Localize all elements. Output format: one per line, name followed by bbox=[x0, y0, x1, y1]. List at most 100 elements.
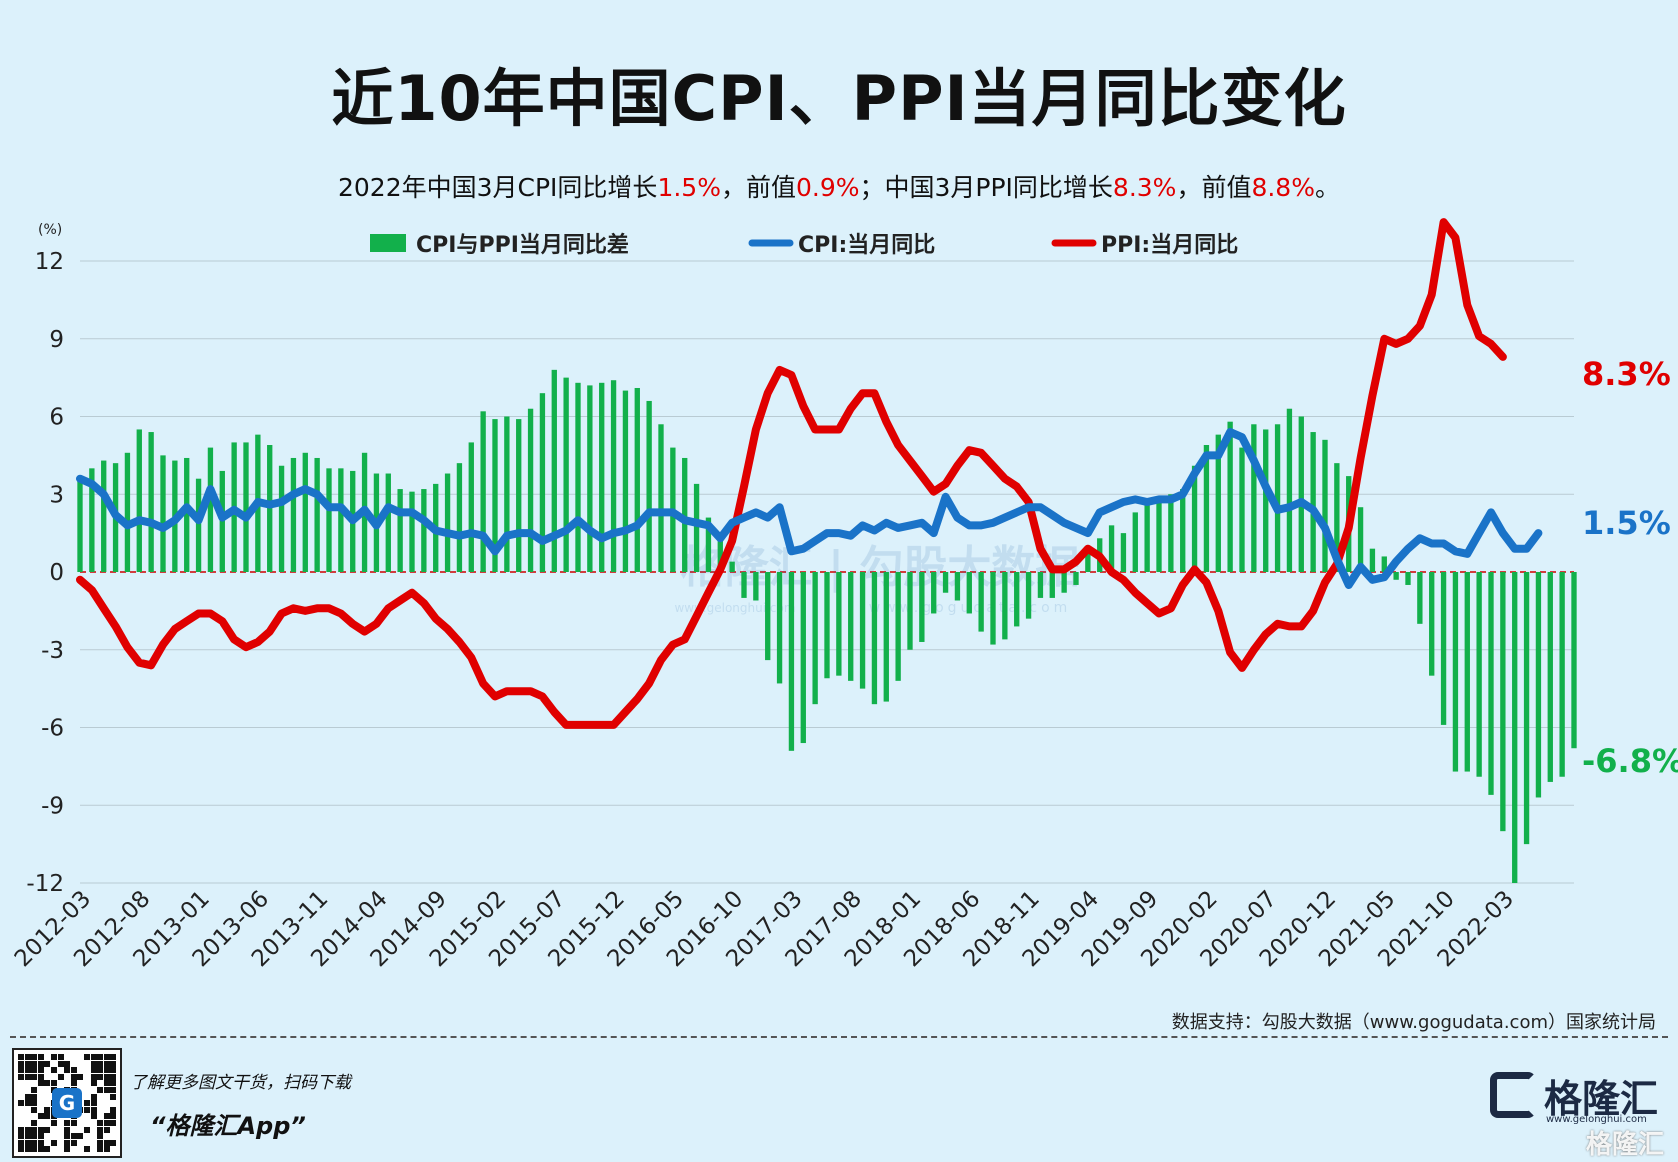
qr-module bbox=[90, 1113, 97, 1120]
bar-diff bbox=[1488, 572, 1494, 795]
bar-diff bbox=[1180, 489, 1186, 572]
qr-module bbox=[97, 1120, 104, 1126]
qr-module bbox=[18, 1146, 24, 1153]
bar-diff bbox=[195, 478, 202, 572]
qr-module bbox=[57, 1073, 64, 1080]
qr-module bbox=[31, 1126, 38, 1133]
qr-code: G bbox=[12, 1048, 122, 1158]
qr-module bbox=[31, 1054, 38, 1060]
bar-diff bbox=[1191, 465, 1198, 572]
qr-module bbox=[24, 1100, 31, 1107]
corner-watermark: 格隆汇 bbox=[1585, 1130, 1664, 1160]
bar-diff bbox=[824, 572, 830, 679]
qr-module bbox=[64, 1133, 71, 1140]
brand-g-icon bbox=[1490, 1072, 1536, 1118]
bar-diff bbox=[1381, 556, 1387, 572]
qr-module bbox=[31, 1133, 38, 1140]
bar-diff bbox=[1215, 434, 1221, 572]
bar-diff bbox=[978, 572, 984, 632]
qr-module bbox=[103, 1060, 110, 1067]
bar-layer bbox=[77, 369, 1577, 883]
legend-layer: CPI与PPI当月同比差 CPI:当月同比 PPI:当月同比 bbox=[370, 232, 1238, 258]
bar-diff bbox=[836, 572, 842, 676]
bar-diff bbox=[907, 572, 913, 650]
qr-module bbox=[97, 1067, 104, 1074]
bar-diff bbox=[290, 457, 297, 572]
qr-module bbox=[97, 1126, 104, 1133]
qr-module bbox=[84, 1106, 90, 1113]
qr-module bbox=[31, 1073, 38, 1080]
bar-diff bbox=[634, 387, 640, 572]
qr-module bbox=[110, 1060, 117, 1067]
qr-module bbox=[70, 1067, 77, 1074]
bar-diff bbox=[397, 489, 403, 572]
bar-diff bbox=[954, 572, 961, 601]
qr-module bbox=[24, 1139, 31, 1146]
qr-module bbox=[31, 1100, 38, 1107]
bar-diff bbox=[338, 468, 344, 572]
bar-diff bbox=[705, 517, 712, 572]
qr-module bbox=[110, 1067, 117, 1074]
bar-diff bbox=[859, 572, 866, 689]
qr-module bbox=[44, 1060, 51, 1067]
bar-diff bbox=[1239, 447, 1245, 572]
qr-module bbox=[18, 1073, 24, 1080]
axis-layer: 129630-3-6-9-12(%)2012-032012-082013-012… bbox=[10, 222, 1519, 972]
bar-diff bbox=[729, 561, 735, 572]
end-value-label: -6.8% bbox=[1582, 742, 1678, 780]
bar-diff bbox=[942, 572, 949, 593]
qr-module bbox=[24, 1126, 31, 1133]
subtitle-cpi-prev-value: 0.9% bbox=[795, 173, 860, 202]
bar-diff bbox=[516, 419, 522, 572]
bar-diff bbox=[1334, 463, 1340, 572]
qr-module bbox=[110, 1093, 117, 1100]
qr-module bbox=[44, 1080, 51, 1087]
ppi-line bbox=[76, 218, 1507, 729]
bar-diff bbox=[1025, 572, 1032, 619]
bar-diff bbox=[314, 457, 320, 572]
line-layer bbox=[76, 218, 1543, 729]
qr-module bbox=[44, 1106, 51, 1113]
bar-diff bbox=[848, 572, 854, 681]
subtitle-text-3: ；中国3月PPI同比增长 bbox=[859, 173, 1113, 202]
bar-diff bbox=[812, 572, 818, 705]
qr-module bbox=[103, 1126, 110, 1133]
bar-diff bbox=[563, 377, 569, 572]
bar-diff bbox=[492, 419, 498, 572]
bar-diff bbox=[1168, 494, 1174, 572]
qr-module bbox=[57, 1054, 64, 1060]
qr-module bbox=[31, 1087, 38, 1093]
annotation-layer: 8.3% 1.5% -6.8% bbox=[1582, 355, 1678, 780]
qr-module bbox=[51, 1120, 57, 1126]
qr-module bbox=[64, 1120, 71, 1126]
bar-diff bbox=[1464, 572, 1470, 772]
bar-diff bbox=[136, 429, 142, 572]
qr-module bbox=[70, 1073, 77, 1080]
qr-module bbox=[24, 1093, 31, 1100]
bar-diff bbox=[1393, 572, 1399, 580]
qr-module bbox=[64, 1146, 71, 1153]
bar-diff bbox=[883, 572, 889, 702]
bar-diff bbox=[1369, 548, 1376, 572]
bar-diff bbox=[895, 572, 901, 681]
promo-text: 了解更多图文干货，扫码下载 bbox=[130, 1073, 351, 1093]
subtitle-cpi-value: 1.5% bbox=[657, 173, 721, 202]
y-tick-label: -3 bbox=[41, 638, 64, 664]
y-tick-label: -12 bbox=[26, 871, 64, 897]
qr-module bbox=[103, 1120, 110, 1126]
bar-diff bbox=[1298, 416, 1304, 572]
bar-diff bbox=[776, 572, 783, 684]
qr-module bbox=[24, 1146, 31, 1153]
qr-module bbox=[97, 1060, 104, 1067]
subtitle-ppi-prev-value: 8.8% bbox=[1251, 173, 1315, 202]
chart-title: 近10年中国CPI、PPI当月同比变化 bbox=[331, 62, 1347, 135]
y-tick-label: 9 bbox=[49, 327, 64, 353]
qr-module bbox=[37, 1060, 44, 1067]
qr-module bbox=[24, 1133, 31, 1140]
qr-module bbox=[110, 1113, 117, 1120]
bar-diff bbox=[89, 468, 95, 572]
bar-diff bbox=[1523, 572, 1530, 845]
qr-module bbox=[24, 1067, 31, 1074]
qr-module bbox=[37, 1113, 44, 1120]
qr-module bbox=[31, 1060, 38, 1067]
